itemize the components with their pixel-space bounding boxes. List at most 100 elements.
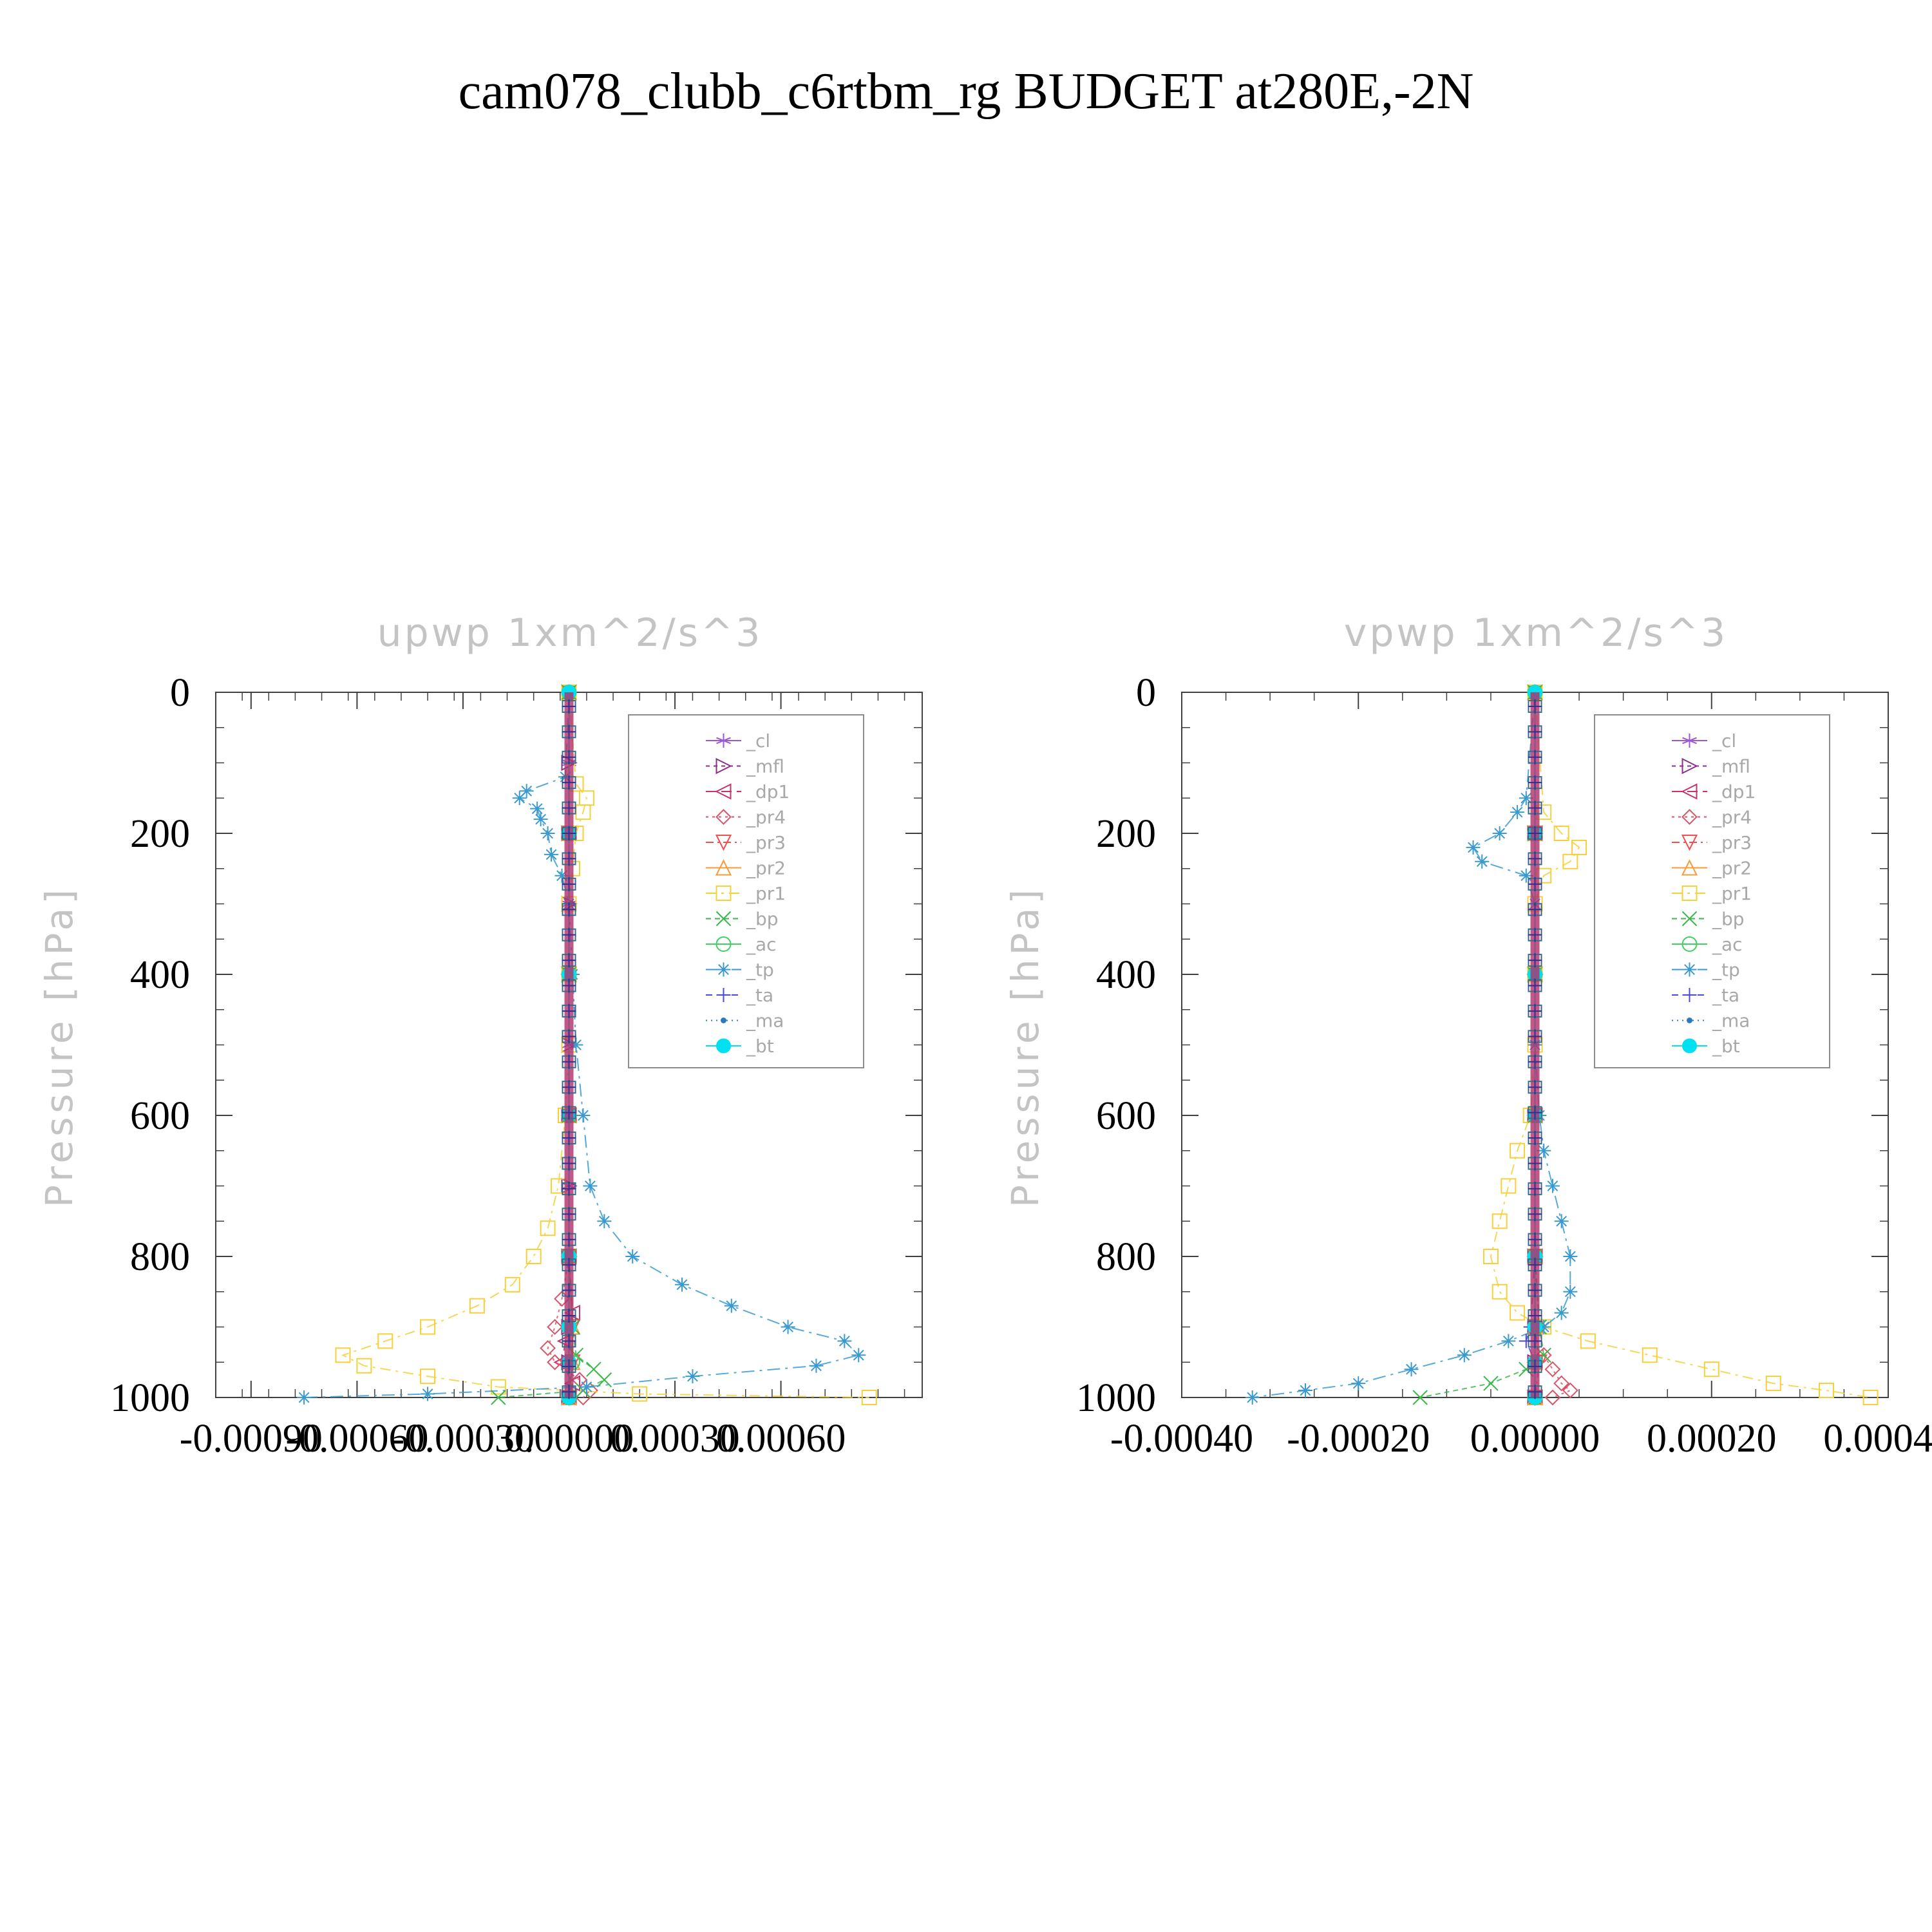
upwp-legend-marker	[716, 1038, 731, 1054]
vpwp-y-axis-label: Pressure [hPa]	[1003, 886, 1047, 1208]
upwp-legend-marker	[721, 1018, 726, 1023]
vpwp-zero-marker	[1528, 851, 1542, 866]
upwp-zero-line-markers	[562, 692, 576, 1399]
vpwp-series-line	[1252, 692, 1571, 1398]
vpwp-zero-marker	[1528, 1131, 1542, 1146]
vpwp-zero-marker	[1528, 1054, 1542, 1069]
upwp-data-point	[547, 1354, 563, 1370]
vpwp-legend-label: _pr2	[1712, 858, 1752, 879]
vpwp-x-tick-label: 0.00020	[1647, 1417, 1777, 1461]
upwp-data-point	[420, 1319, 436, 1335]
upwp-data-point	[809, 1358, 824, 1373]
upwp-legend-marker	[716, 962, 731, 977]
upwp-x-tick-label: 0.00030	[610, 1417, 740, 1461]
upwp-y-tick-label: 0	[170, 671, 190, 715]
vpwp-legend-label: _ta	[1712, 985, 1739, 1006]
vpwp-zero-marker	[1528, 1283, 1542, 1298]
vpwp-zero-marker	[1528, 1232, 1542, 1247]
upwp-data-point	[420, 1368, 436, 1385]
vpwp-y-tick-label: 200	[1096, 812, 1156, 856]
upwp-data-point	[675, 1277, 690, 1292]
vpwp-legend-label: _dp1	[1712, 781, 1756, 802]
upwp-zero-marker	[562, 1334, 576, 1349]
upwp-data-point	[632, 1386, 648, 1402]
vpwp-data-point	[1298, 1383, 1312, 1398]
vpwp-x-tick-label: -0.00020	[1287, 1417, 1430, 1461]
vpwp-legend-marker	[1681, 757, 1698, 775]
upwp-data-point	[554, 868, 569, 883]
vpwp-data-point	[1351, 1376, 1366, 1391]
upwp-data-point	[530, 801, 545, 816]
vpwp-zero-marker	[1528, 953, 1542, 968]
upwp-data-point	[597, 1214, 612, 1229]
vpwp-zero-marker	[1528, 1258, 1542, 1273]
upwp-y-tick-label: 600	[130, 1094, 190, 1138]
vpwp-zero-marker	[1528, 1207, 1542, 1222]
vpwp-data-point	[1501, 1178, 1517, 1194]
upwp-zero-marker	[562, 927, 576, 942]
vpwp-data-point	[1492, 1283, 1508, 1300]
upwp-zero-marker	[562, 1258, 576, 1273]
upwp-legend-box	[628, 714, 864, 1068]
upwp-legend-label: _bt	[746, 1036, 774, 1057]
upwp-y-tick-label: 1000	[110, 1376, 190, 1420]
vpwp-zero-marker	[1528, 978, 1542, 993]
vpwp-zero-marker	[1528, 826, 1542, 840]
vpwp-data-point	[1580, 1333, 1596, 1349]
upwp-data-point	[625, 1249, 640, 1264]
vpwp-zero-marker	[1528, 1385, 1542, 1399]
vpwp-data-point	[1862, 1390, 1879, 1405]
upwp-legend-marker	[715, 783, 732, 800]
vpwp-zero-marker	[1528, 1359, 1542, 1374]
upwp-legend-label: _ma	[746, 1010, 784, 1032]
vpwp-data-point	[1492, 826, 1507, 840]
upwp-data-point	[851, 1348, 866, 1363]
vpwp-legend-marker	[1681, 809, 1698, 825]
upwp-data-point	[512, 791, 527, 806]
upwp-x-tick-label: -0.00090	[180, 1417, 323, 1461]
upwp-zero-marker	[562, 978, 576, 993]
vpwp-data-point	[1553, 826, 1569, 841]
vpwp-legend-label: _bt	[1712, 1036, 1740, 1057]
vpwp-data-point	[1563, 1284, 1578, 1299]
upwp-x-tick-label: -0.00030	[392, 1417, 535, 1461]
vpwp-y-tick-label: 800	[1096, 1235, 1156, 1279]
upwp-y-tick-label: 400	[130, 953, 190, 997]
upwp-legend-label: _pr4	[746, 807, 786, 828]
upwp-zero-marker	[562, 750, 576, 764]
upwp-legend-label: _pr3	[746, 832, 786, 853]
vpwp-zero-line-markers	[1528, 692, 1542, 1399]
upwp-data-point	[421, 1387, 435, 1401]
upwp-data-point	[533, 812, 548, 827]
upwp-y-axis-label: Pressure [hPa]	[37, 886, 81, 1208]
vpwp-legend-marker	[1687, 1018, 1692, 1023]
vpwp-data-point	[1519, 791, 1533, 806]
vpwp-data-point	[1457, 1348, 1472, 1363]
vpwp-legend-label: _ma	[1712, 1010, 1750, 1032]
vpwp-legend-marker	[1681, 911, 1698, 927]
vpwp-zero-marker	[1528, 699, 1542, 714]
upwp-legend-marker	[715, 886, 732, 901]
vpwp-data-point	[1404, 1362, 1419, 1377]
vpwp-zero-marker	[1528, 1029, 1542, 1044]
vpwp-data-point	[1819, 1383, 1835, 1399]
upwp-data-point	[490, 1379, 506, 1395]
vpwp-legend-label: _pr1	[1712, 883, 1752, 904]
upwp-legend-label: _ta	[746, 985, 773, 1006]
vpwp-x-tick-label: 0.00000	[1470, 1417, 1600, 1461]
upwp-data-point	[724, 1298, 739, 1313]
vpwp-legend-marker	[1682, 988, 1697, 1002]
upwp-data-point	[540, 1220, 556, 1236]
upwp-x-tick-label: 0.00060	[716, 1417, 846, 1461]
vpwp-data-point	[1554, 1214, 1569, 1229]
vpwp-data-point	[1562, 853, 1578, 869]
upwp-zero-marker	[562, 1029, 576, 1044]
upwp-data-point	[781, 1320, 795, 1334]
upwp-legend-marker	[715, 835, 732, 851]
vpwp-data-point	[1554, 1305, 1569, 1320]
upwp-y-tick-label: 200	[130, 812, 190, 856]
upwp-legend-marker	[715, 757, 732, 775]
vpwp-zero-marker	[1528, 1156, 1542, 1171]
upwp-zero-marker	[562, 1181, 576, 1196]
upwp-zero-marker	[562, 800, 576, 815]
